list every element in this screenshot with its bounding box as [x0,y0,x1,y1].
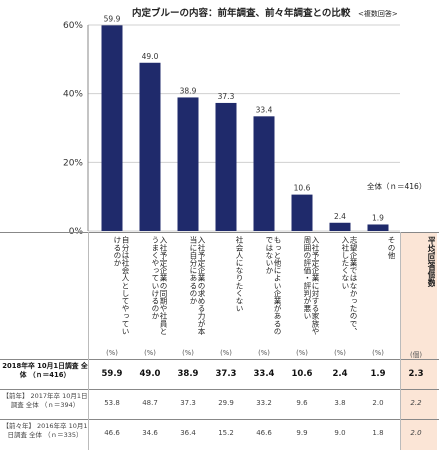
table-cell: 2.0 [410,429,422,437]
table-cell: 48.7 [142,399,158,407]
unit-label: (%) [334,349,346,357]
table-cell: 3.8 [334,399,346,407]
table-row-label: 【前々年】 2016年卒 10月1日調査 全体 （ｎ＝335） [2,422,88,439]
table-cell: 38.9 [177,369,199,379]
bar [139,62,161,232]
unit-label: (%) [106,349,118,357]
bar [177,97,199,232]
table-divider [0,389,439,390]
bar [215,102,237,231]
unit-label: (%) [296,349,308,357]
bar [367,224,389,231]
table-divider [0,419,439,420]
chart-title: 内定ブルーの内容：前年調査、前々年調査との比較 [132,8,351,19]
average-column-background [400,232,437,450]
table-cell: 2.2 [410,399,422,407]
y-tick-label: 0% [69,227,84,235]
table-cell: 2.0 [372,399,384,407]
unit-label: (個) [409,351,423,359]
bar-value-label: 10.6 [294,184,311,193]
table-cell: 46.6 [256,429,272,437]
table-cell: 9.6 [296,399,308,407]
table-column-divider [88,232,89,450]
table-cell: 1.9 [370,369,386,379]
category-label: 入社予定企業に対する家族や周囲の評価・評判が悪い [302,236,319,335]
unit-label: (%) [372,349,384,357]
bar-value-label: 37.3 [218,92,235,101]
table-cell: 33.2 [256,399,272,407]
table-cell: 9.9 [296,429,308,437]
table-column-divider [400,232,401,450]
table-cell: 10.6 [291,369,313,379]
table-row-label: 【前年】 2017年卒 10月1日調査 全体 （ｎ＝394） [2,392,88,409]
table-cell: 49.0 [139,369,161,379]
table-cell: 37.3 [180,399,196,407]
table-cell: 36.4 [180,429,196,437]
table-cell: 46.6 [104,429,120,437]
bar [101,25,123,231]
table-cell: 2.3 [408,369,424,379]
bar-value-label: 59.9 [104,14,121,23]
category-label: 社会人になりたくない [235,236,243,312]
bar-value-label: 2.4 [334,212,346,221]
table-cell: 37.3 [215,369,237,379]
table-cell: 59.9 [101,369,123,379]
table-cell: 33.4 [253,369,275,379]
table-cell: 1.8 [372,429,384,437]
bar [253,116,275,231]
table-row-label: 2018年卒 10月1日調査 全体 （ｎ＝416） [2,362,88,379]
y-tick-label: 20% [63,158,83,168]
y-tick-label: 60% [63,21,83,31]
category-label: 志望企業ではなかったので、入社したくない [340,236,357,335]
table-cell: 15.2 [218,429,234,437]
bar [291,194,313,231]
table-cell: 9.0 [334,429,346,437]
y-tick-label: 40% [63,90,83,100]
table-cell: 53.8 [104,399,120,407]
unit-label: (%) [144,349,156,357]
bar-value-label: 33.4 [256,105,273,114]
unit-label: (%) [258,349,270,357]
table-divider [0,232,439,233]
bar-value-label: 38.9 [180,86,197,95]
multiple-answer-note: <複数回答> [358,10,398,18]
unit-label: (%) [220,349,232,357]
bar-value-label: 49.0 [142,52,159,61]
category-label: 自分は社会人としてやっていけるのか [112,236,129,335]
bar-value-label: 1.9 [372,213,384,222]
unit-label: (%) [182,349,194,357]
category-label: その他 [387,236,395,259]
legend-label: 全体（ｎ＝416） [367,182,427,191]
table-cell: 34.6 [142,429,158,437]
table-divider [0,359,439,360]
category-label: もっと他によい企業があるのではないか [264,236,281,335]
bar-plot: 0% 20% 40% 60% 59.9 49.0 38.9 37.3 33.4 10.6 2.4 1.… [63,14,400,235]
table-cell: 2.4 [332,369,348,379]
bar [329,222,351,231]
category-label: 入社予定企業の求める力が本当に自分にあるのか [188,236,205,335]
category-label: 入社予定企業の同期や社員とうまくやっていけるのか [150,236,167,335]
average-count-header: 平均回答個数 [426,236,435,287]
table-cell: 29.9 [218,399,234,407]
